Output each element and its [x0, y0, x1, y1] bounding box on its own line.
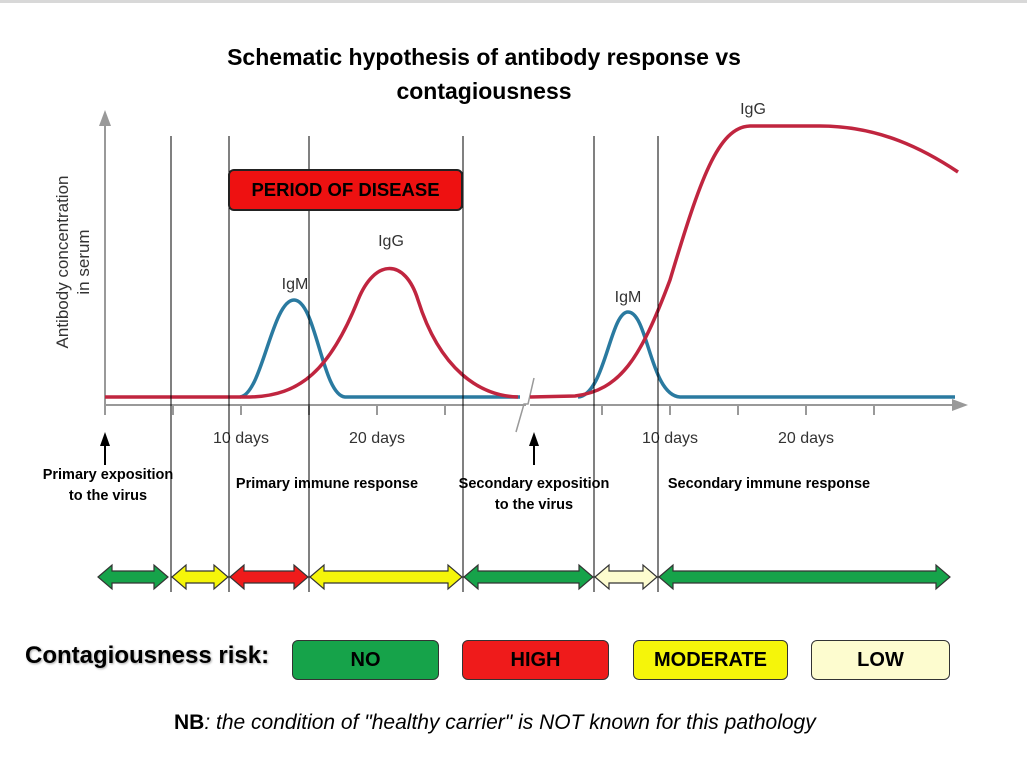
primary-response-label: Primary immune response [235, 476, 419, 492]
axis-break [515, 377, 535, 433]
risk-arrow-moderate [309, 563, 463, 591]
risk-arrow-moderate [171, 563, 229, 591]
title-line-2: contagiousness [396, 78, 572, 104]
primary-exposition-label: Primary exposition to the virus [30, 465, 186, 507]
legend-high: HIGH [462, 640, 609, 680]
igg-curve-secondary [529, 124, 959, 399]
x-tick-label: 10 days [213, 430, 269, 447]
y-axis-label-line-2: in serum [74, 229, 93, 294]
top-rule [0, 0, 1027, 3]
risk-arrow-no [463, 563, 594, 591]
x-axis-arrow [952, 399, 968, 411]
igm-label-primary: IgM [282, 276, 309, 293]
secondary-exposition-arrowhead [529, 432, 539, 446]
legend-moderate: MODERATE [633, 640, 788, 680]
risk-arrow-no [97, 563, 169, 591]
igm-curve-primary [239, 298, 520, 399]
primary-exposition-arrowhead [100, 432, 110, 446]
risk-arrow-low [594, 563, 658, 591]
igg-label-primary: IgG [378, 233, 404, 250]
period-of-disease-box: PERIOD OF DISEASE [228, 169, 463, 211]
secondary-exposition-label-line-1: Secondary exposition [458, 476, 610, 492]
igg-curve-primary [105, 267, 519, 399]
igm-curve-secondary [577, 310, 955, 399]
x-tick-label: 20 days [349, 430, 405, 447]
nb-text: : the condition of "healthy carrier" is … [204, 711, 816, 734]
x-ticks [104, 405, 875, 415]
nb-note: NB: the condition of "healthy carrier" i… [174, 711, 816, 735]
phase-separators [170, 136, 659, 592]
nb-prefix: NB [174, 711, 205, 734]
legend-title: Contagiousness risk: [25, 642, 270, 669]
igm-label-secondary: IgM [615, 289, 642, 306]
secondary-response-label: Secondary immune response [667, 476, 871, 492]
risk-arrow-high [229, 563, 309, 591]
x-tick-label: 10 days [642, 430, 698, 447]
y-axis-arrow [99, 110, 111, 126]
risk-timeline [97, 563, 951, 591]
primary-exposition-label-line-1: Primary exposition [42, 467, 174, 483]
legend-low: LOW [811, 640, 950, 680]
page-title: Schematic hypothesis of antibody respons… [184, 40, 784, 108]
x-tick-label: 20 days [778, 430, 834, 447]
legend-no: NO [292, 640, 439, 680]
igg-label-secondary: IgG [740, 101, 766, 118]
primary-exposition-label-line-2: to the virus [68, 488, 148, 504]
secondary-exposition-label: Secondary exposition to the virus [450, 474, 618, 516]
risk-arrow-no [658, 563, 951, 591]
title-line-1: Schematic hypothesis of antibody respons… [227, 44, 741, 70]
y-axis-label-line-1: Antibody concentration [53, 176, 72, 349]
secondary-exposition-label-line-2: to the virus [494, 497, 574, 513]
